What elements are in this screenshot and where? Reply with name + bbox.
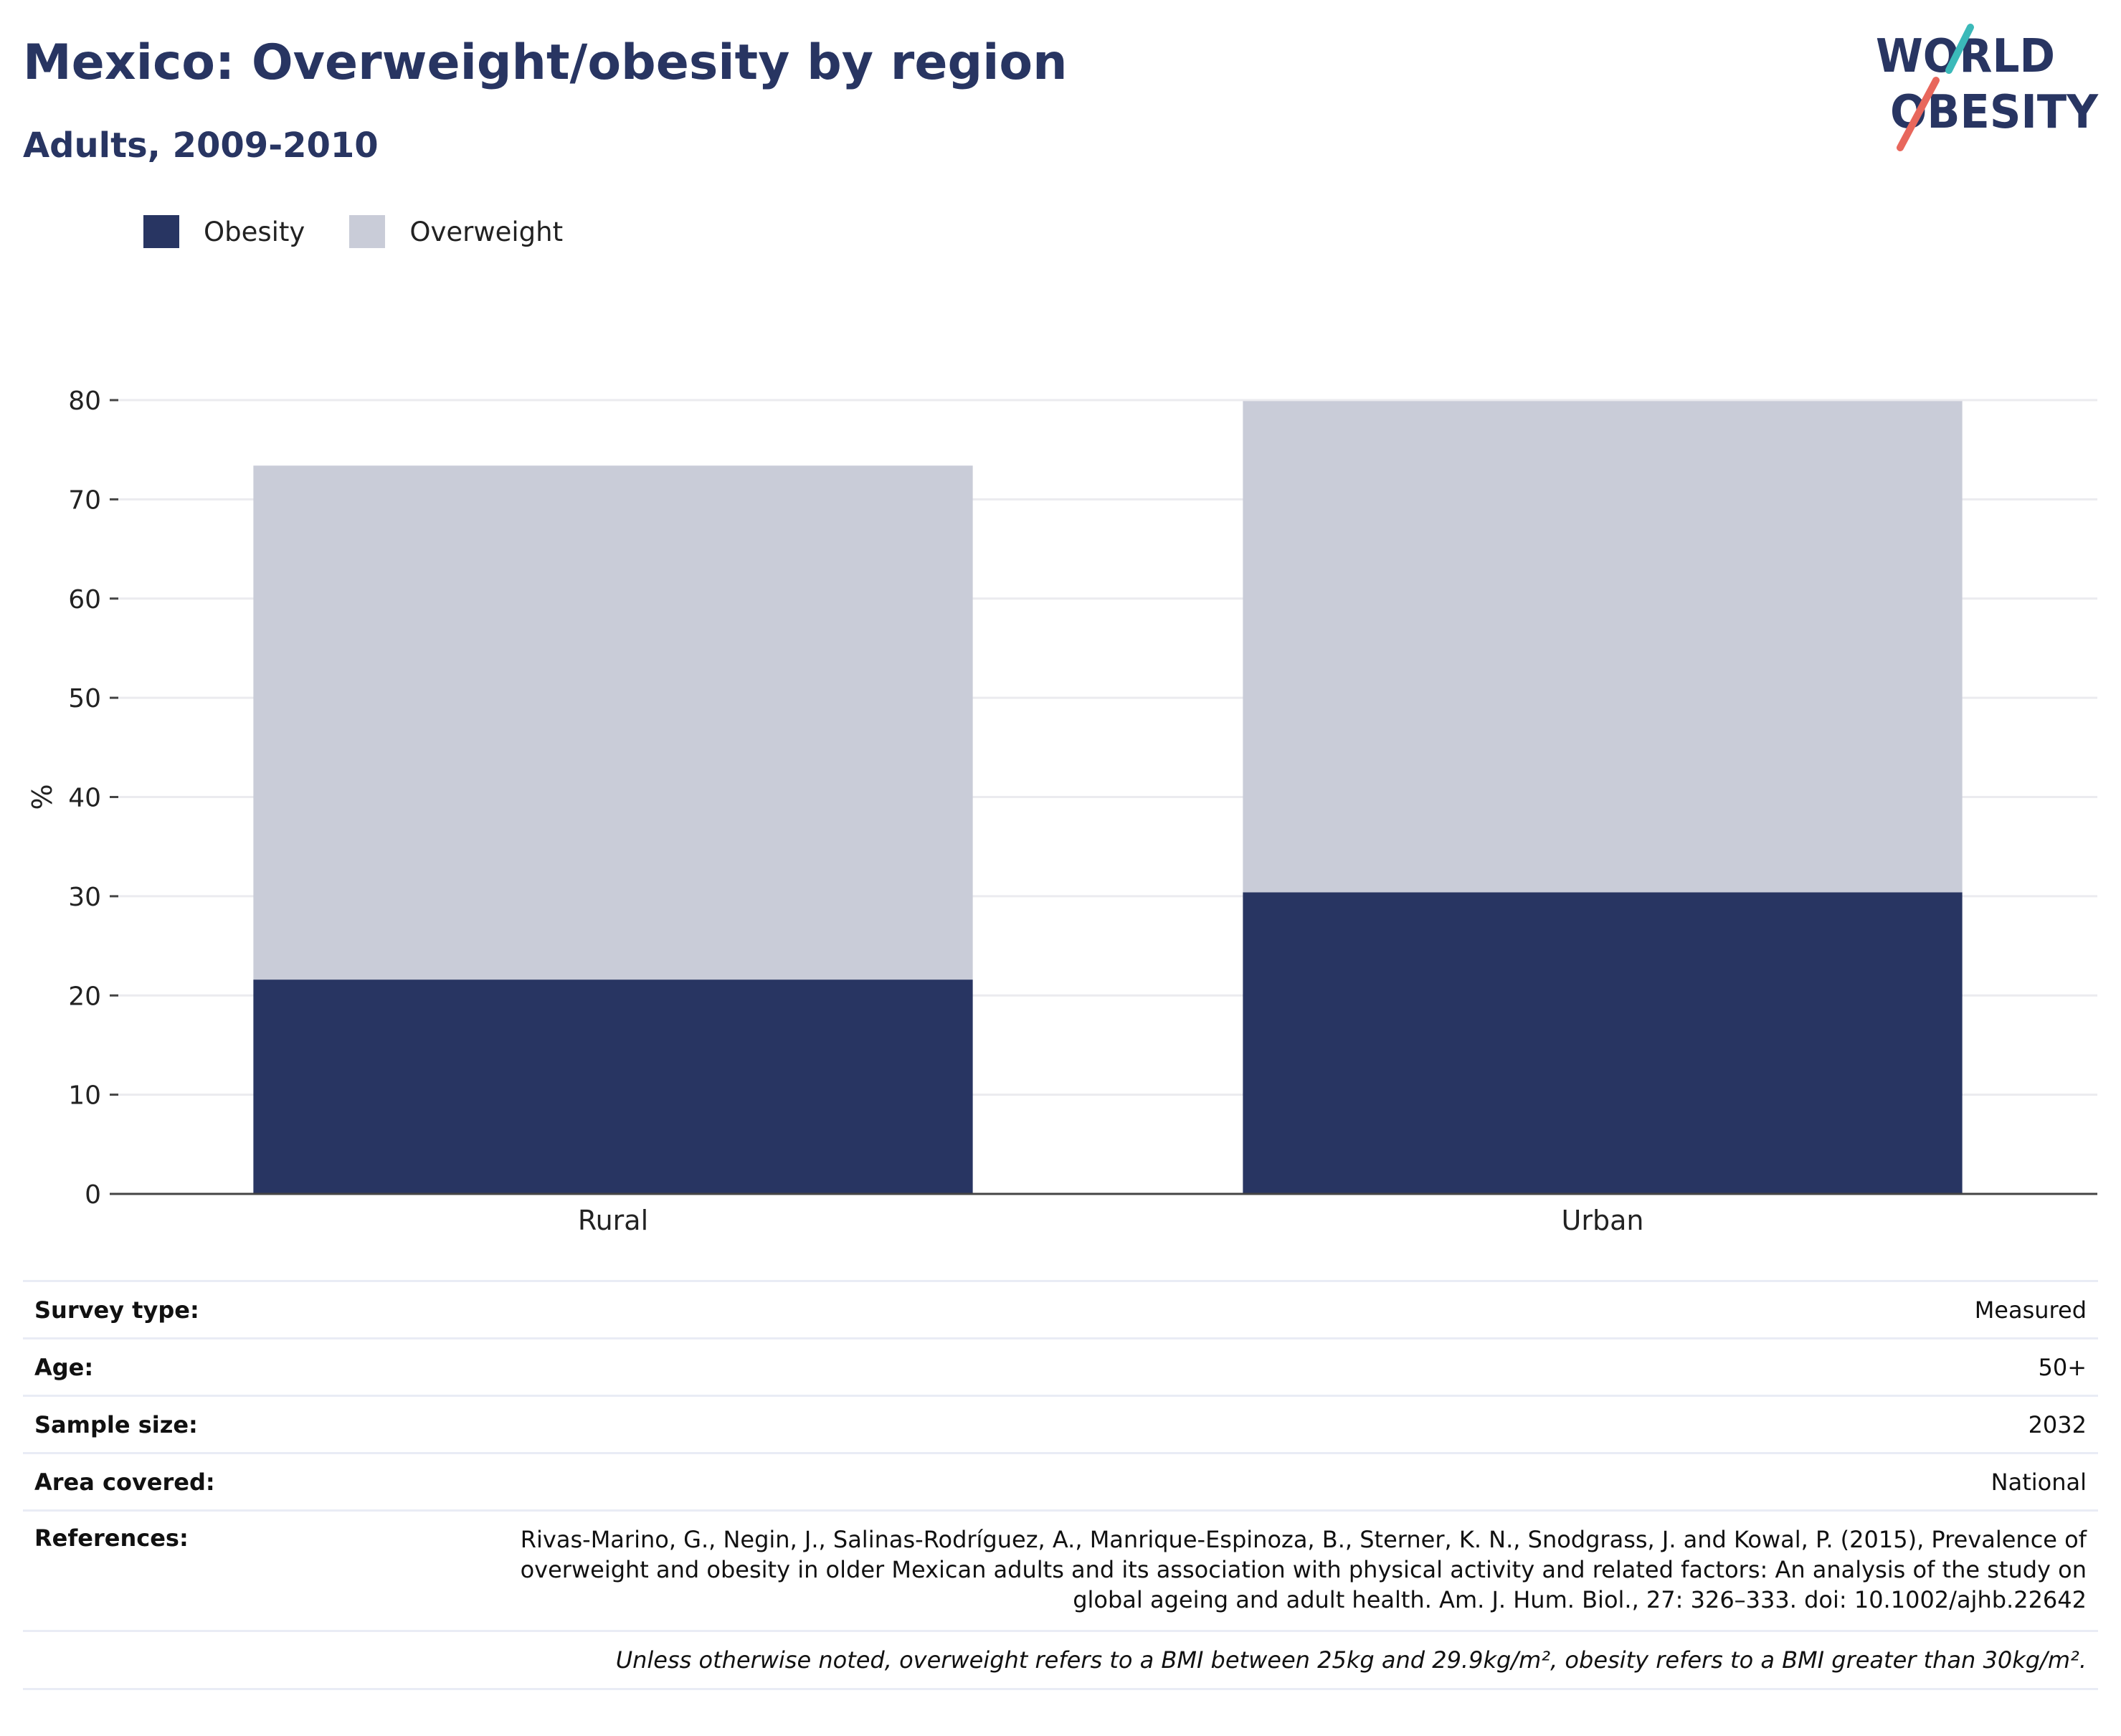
y-tick-label: 20: [68, 982, 101, 1011]
bar-obesity-urban: [1243, 892, 1963, 1194]
y-tick-label: 80: [68, 386, 101, 416]
survey-type-value: Measured: [1974, 1296, 2087, 1324]
chart-title: Mexico: Overweight/obesity by region: [23, 34, 1068, 91]
survey-details-table: Survey type: Measured Age: 50+ Sample si…: [23, 1280, 2098, 1690]
age-label: Age:: [34, 1353, 94, 1381]
y-tick-label: 0: [85, 1180, 101, 1210]
y-tick-label: 30: [68, 883, 101, 912]
y-tick-label: 60: [68, 585, 101, 615]
bmi-note-text: Unless otherwise noted, overweight refer…: [615, 1646, 2087, 1674]
y-tick-label: 40: [68, 784, 101, 813]
world-obesity-logo: WORLD OBESITY: [1876, 24, 2099, 151]
sample-size-label: Sample size:: [34, 1410, 198, 1438]
logo-slash-coral: [1897, 77, 1940, 151]
area-covered-row: Area covered: National: [23, 1452, 2098, 1509]
logo-slash-teal: [1945, 24, 1974, 74]
age-row: Age: 50+: [23, 1337, 2098, 1395]
area-covered-value: National: [1990, 1468, 2087, 1496]
legend-swatch-obesity: [143, 215, 179, 248]
legend-item-overweight[interactable]: Overweight: [349, 215, 563, 248]
legend-label-obesity: Obesity: [204, 216, 305, 247]
survey-type-row: Survey type: Measured: [23, 1280, 2098, 1337]
area-covered-label: Area covered:: [34, 1468, 215, 1496]
references-label: References:: [34, 1524, 189, 1552]
legend-swatch-overweight: [349, 215, 386, 248]
sample-size-value: 2032: [2028, 1410, 2087, 1438]
y-tick-label: 10: [68, 1081, 101, 1111]
bar-overweight-rural: [253, 465, 973, 980]
bar-overweight-urban: [1243, 401, 1963, 893]
y-axis-label: %: [27, 784, 58, 810]
y-tick-label: 70: [68, 485, 101, 515]
x-tick-label: Urban: [1562, 1205, 1644, 1236]
bmi-definition-note: Unless otherwise noted, overweight refer…: [23, 1630, 2098, 1690]
references-row: References: Rivas-Marino, G., Negin, J.,…: [23, 1509, 2098, 1630]
stacked-bar-chart: 0 10 20 30 40 50 60 70 80% Rural Urban: [27, 386, 2097, 1236]
references-value: Rivas-Marino, G., Negin, J., Salinas-Rod…: [520, 1526, 2087, 1613]
legend-label-overweight: Overweight: [409, 216, 564, 247]
survey-type-label: Survey type:: [34, 1296, 199, 1324]
age-value: 50+: [2038, 1353, 2087, 1381]
x-tick-label: Rural: [578, 1205, 648, 1236]
sample-size-row: Sample size: 2032: [23, 1395, 2098, 1452]
legend-item-obesity[interactable]: Obesity: [143, 215, 305, 248]
chart-subtitle: Adults, 2009-2010: [23, 125, 379, 166]
bar-obesity-rural: [253, 980, 973, 1194]
chart-legend: Obesity Overweight: [143, 214, 583, 250]
y-tick-label: 50: [68, 684, 101, 713]
